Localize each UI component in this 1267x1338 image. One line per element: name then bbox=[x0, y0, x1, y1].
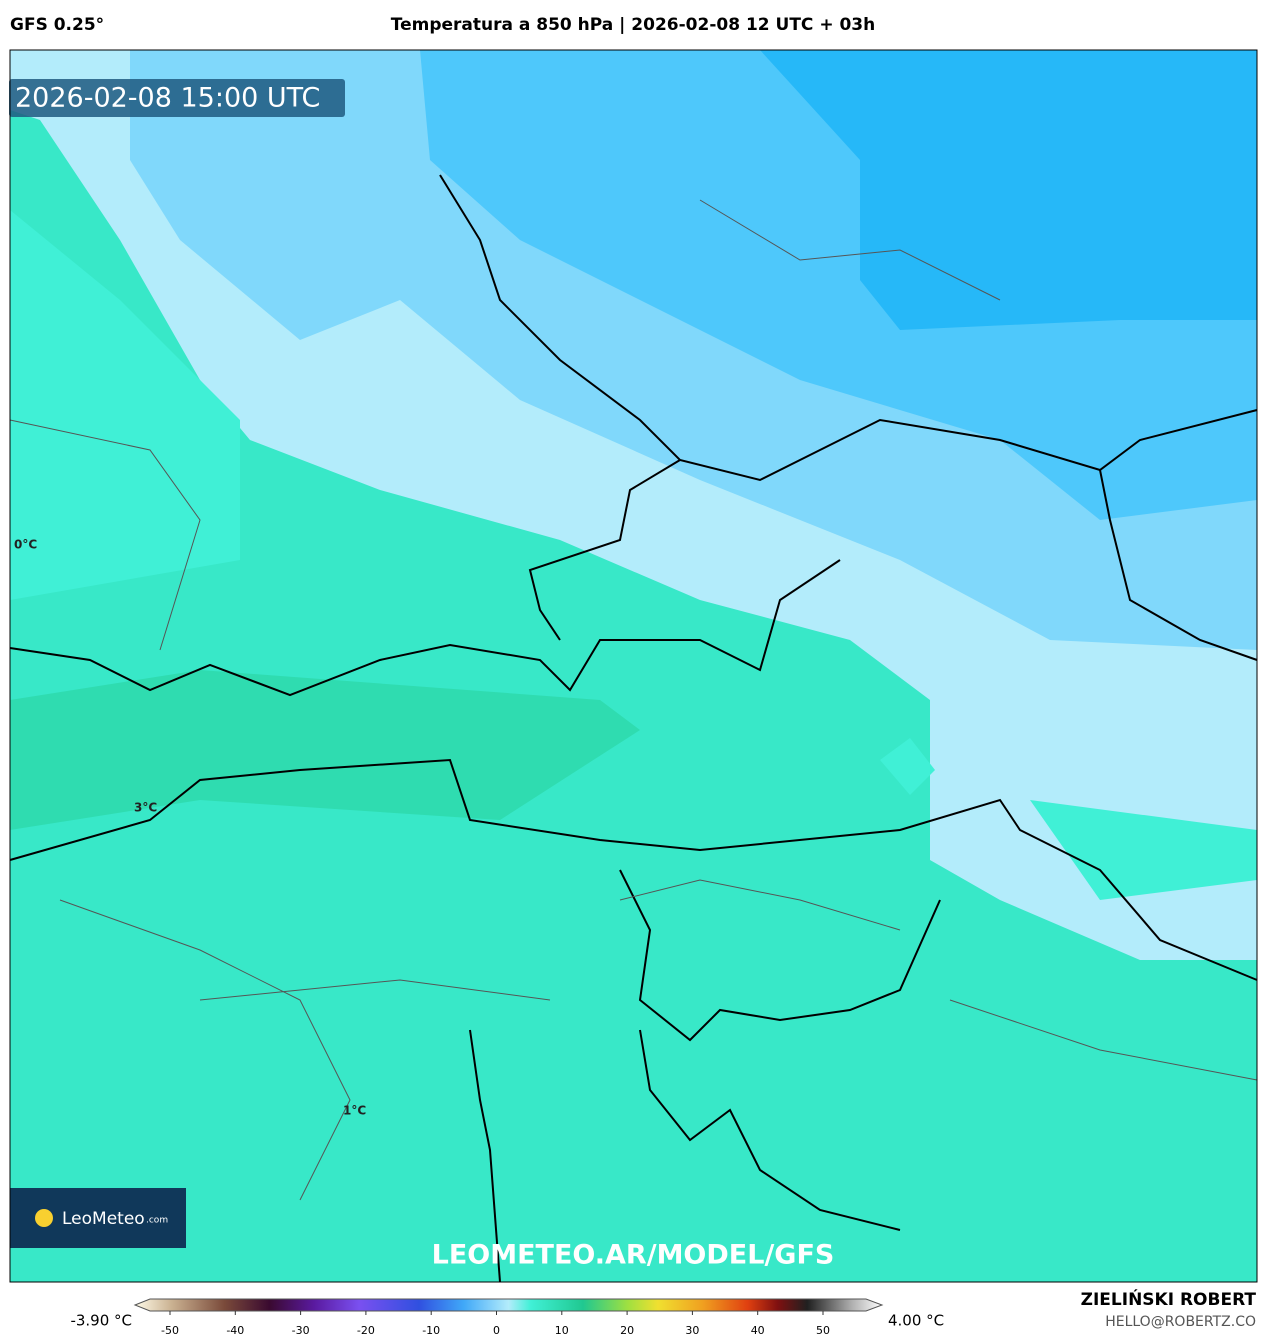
contour-label: 1°C bbox=[343, 1104, 366, 1118]
colorbar-tick-label: 0 bbox=[493, 1324, 500, 1337]
timestamp-box bbox=[9, 79, 345, 117]
colorbar-tick-label: -10 bbox=[422, 1324, 440, 1337]
colorbar bbox=[133, 1298, 884, 1312]
colorbar-tick-label: 50 bbox=[816, 1324, 830, 1337]
logo-sun bbox=[35, 1209, 53, 1227]
map-frame bbox=[9, 49, 1258, 1283]
timestamp: 2026-02-08 15:00 UTC bbox=[15, 83, 320, 114]
logo-suffix: .com bbox=[146, 1216, 168, 1226]
colorbar-tick-label: -40 bbox=[226, 1324, 244, 1337]
contour-label: 3°C bbox=[134, 801, 157, 815]
colorbar-tick-label: -30 bbox=[292, 1324, 310, 1337]
colorbar-min: -3.90 °C bbox=[70, 1312, 132, 1330]
map bbox=[9, 50, 1258, 1283]
colorbar-tick-label: 10 bbox=[555, 1324, 569, 1337]
colorbar-tick-label: 20 bbox=[620, 1324, 634, 1337]
contour-label: 0°C bbox=[14, 538, 37, 552]
model: GFS 0.25° bbox=[10, 15, 104, 35]
colorbar-tick-label: 40 bbox=[751, 1324, 765, 1337]
colorbar-max: 4.00 °C bbox=[888, 1312, 944, 1330]
author-name: ZIELIŃSKI ROBERT bbox=[1081, 1288, 1257, 1310]
colorbar-tick-label: -50 bbox=[161, 1324, 179, 1337]
colorbar-tick-label: 30 bbox=[685, 1324, 699, 1337]
watermark: LEOMETEO.AR/MODEL/GFS bbox=[432, 1240, 835, 1271]
title: Temperatura a 850 hPa | 2026-02-08 12 UT… bbox=[391, 15, 876, 35]
author-email: HELLO@ROBERTZ.CO bbox=[1105, 1314, 1256, 1330]
colorbar-tick-label: -20 bbox=[357, 1324, 375, 1337]
logo-name: LeoMeteo bbox=[62, 1209, 145, 1229]
